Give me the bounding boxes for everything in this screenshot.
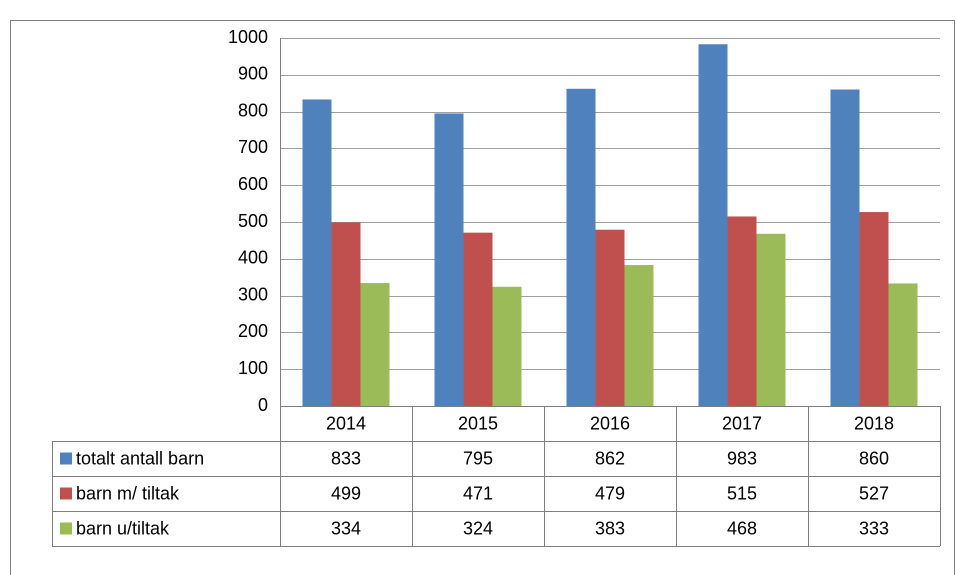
x-tick-label: 2014 [326, 413, 366, 433]
y-tick-label: 400 [238, 248, 268, 268]
table-value: 983 [727, 448, 757, 468]
bar [595, 229, 625, 406]
table-value: 833 [331, 448, 361, 468]
bar [492, 286, 522, 406]
legend-label: barn u/tiltak [76, 518, 170, 538]
x-tick-label: 2017 [722, 413, 762, 433]
bar [360, 283, 390, 406]
x-tick-label: 2016 [590, 413, 630, 433]
table-value: 471 [463, 483, 493, 503]
table-value: 499 [331, 483, 361, 503]
legend-label: barn m/ tiltak [76, 483, 180, 503]
bar [830, 89, 860, 407]
y-tick-label: 600 [238, 174, 268, 194]
table-value: 862 [595, 448, 625, 468]
table-value: 468 [727, 518, 757, 538]
table-value: 515 [727, 483, 757, 503]
legend-key [60, 487, 72, 500]
table-value: 324 [463, 518, 493, 538]
bar [756, 233, 786, 406]
table-value: 383 [595, 518, 625, 538]
bar [331, 222, 361, 406]
table-value: 527 [859, 483, 889, 503]
bar [888, 283, 918, 406]
y-tick-label: 200 [238, 321, 268, 341]
y-tick-label: 500 [238, 211, 268, 231]
bar [302, 99, 332, 407]
y-tick-label: 300 [238, 284, 268, 304]
y-tick-label: 800 [238, 100, 268, 120]
y-tick-label: 100 [238, 358, 268, 378]
bar [859, 212, 889, 406]
table-value: 479 [595, 483, 625, 503]
bar [624, 265, 654, 406]
legend-label: totalt antall barn [76, 448, 204, 468]
bar [698, 44, 728, 406]
table-value: 795 [463, 448, 493, 468]
x-tick-label: 2015 [458, 413, 498, 433]
legend-key [60, 522, 72, 535]
y-tick-label: 0 [258, 395, 268, 415]
bar [434, 113, 464, 406]
table-value: 860 [859, 448, 889, 468]
y-tick-label: 700 [238, 137, 268, 157]
y-tick-label: 900 [238, 64, 268, 84]
x-tick-label: 2018 [854, 413, 894, 433]
bar [463, 232, 493, 406]
table-value: 334 [331, 518, 361, 538]
bar [566, 88, 596, 406]
chart-frame [10, 20, 955, 575]
bar [727, 216, 757, 406]
y-tick-label: 1000 [228, 27, 268, 47]
table-value: 333 [859, 518, 889, 538]
legend-key [60, 452, 72, 465]
